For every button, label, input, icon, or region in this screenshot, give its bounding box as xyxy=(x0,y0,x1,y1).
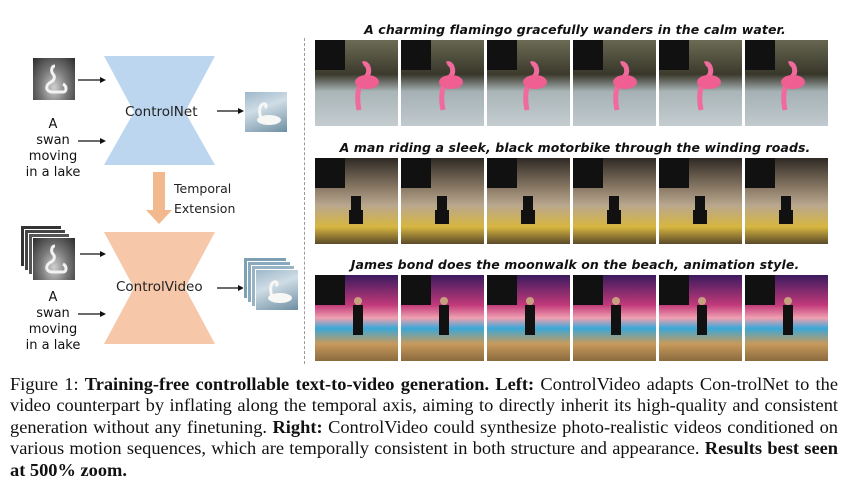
video-frame xyxy=(487,275,570,361)
video-frame xyxy=(401,40,484,126)
video-frame xyxy=(401,275,484,361)
panel-divider xyxy=(304,38,305,364)
james-bond-frames xyxy=(315,275,828,361)
swan-icon xyxy=(257,102,281,125)
arrow-icon xyxy=(217,108,244,114)
results-note: Results best seen at 500% zoom. xyxy=(10,438,838,480)
figure-caption: Figure 1: Training-free controllable tex… xyxy=(10,374,839,480)
controlvideo-block xyxy=(104,232,215,344)
temporal-extension-label: Temporal Extension xyxy=(174,181,236,216)
video-frame xyxy=(315,158,398,244)
arrow-icon xyxy=(217,285,244,291)
right-results-panel: A charming flamingo gracefully wanders i… xyxy=(310,0,840,370)
prompt-motorbike: A man riding a sleek, black motorbike th… xyxy=(339,140,811,155)
pipeline-shapes xyxy=(78,56,244,344)
video-frame xyxy=(659,275,742,361)
video-frame xyxy=(487,40,570,126)
controlnet-block xyxy=(104,56,215,165)
video-frame xyxy=(315,275,398,361)
video-frame xyxy=(745,275,828,361)
prompt-james-bond: James bond does the moonwalk on the beac… xyxy=(350,257,800,272)
temporal-extension-arrow-icon xyxy=(146,172,172,224)
arrow-icon xyxy=(80,251,106,257)
swan-silhouette-icon xyxy=(45,244,68,274)
swan-text-input-bottom: A swan moving in a lake xyxy=(25,290,81,353)
video-frame xyxy=(573,275,656,361)
swan-icon xyxy=(268,280,292,303)
swan-output-image xyxy=(245,92,287,132)
video-frame xyxy=(659,40,742,126)
video-frame xyxy=(659,158,742,244)
arrow-icon xyxy=(78,77,106,83)
left-pipeline-diagram: A swan moving in a lake A swan moving in… xyxy=(0,0,300,370)
arrow-icon xyxy=(78,311,106,317)
arrow-icon xyxy=(78,138,106,144)
right-label: Right: xyxy=(272,416,323,437)
controlnet-label: ControlNet xyxy=(125,104,198,120)
left-label: Left: xyxy=(495,374,535,394)
swan-silhouette-icon xyxy=(45,64,68,94)
video-frame xyxy=(745,40,828,126)
swan-output-video-stack xyxy=(243,257,299,313)
swan-text-input-top: A swan moving in a lake xyxy=(25,117,81,180)
video-frame xyxy=(745,158,828,244)
swan-depth-image-top xyxy=(33,58,75,100)
figure-label: Figure 1: xyxy=(10,374,79,394)
swan-depth-frames-stack xyxy=(20,225,80,285)
flamingo-frames xyxy=(315,40,828,126)
prompt-flamingo: A charming flamingo gracefully wanders i… xyxy=(364,22,786,37)
motorbike-frames xyxy=(315,158,828,244)
video-frame xyxy=(315,40,398,126)
caption-title: Training-free controllable text-to-video… xyxy=(84,374,490,394)
video-frame xyxy=(573,158,656,244)
video-frame xyxy=(573,40,656,126)
video-frame xyxy=(487,158,570,244)
controlvideo-label: ControlVideo xyxy=(116,279,203,295)
video-frame xyxy=(401,158,484,244)
